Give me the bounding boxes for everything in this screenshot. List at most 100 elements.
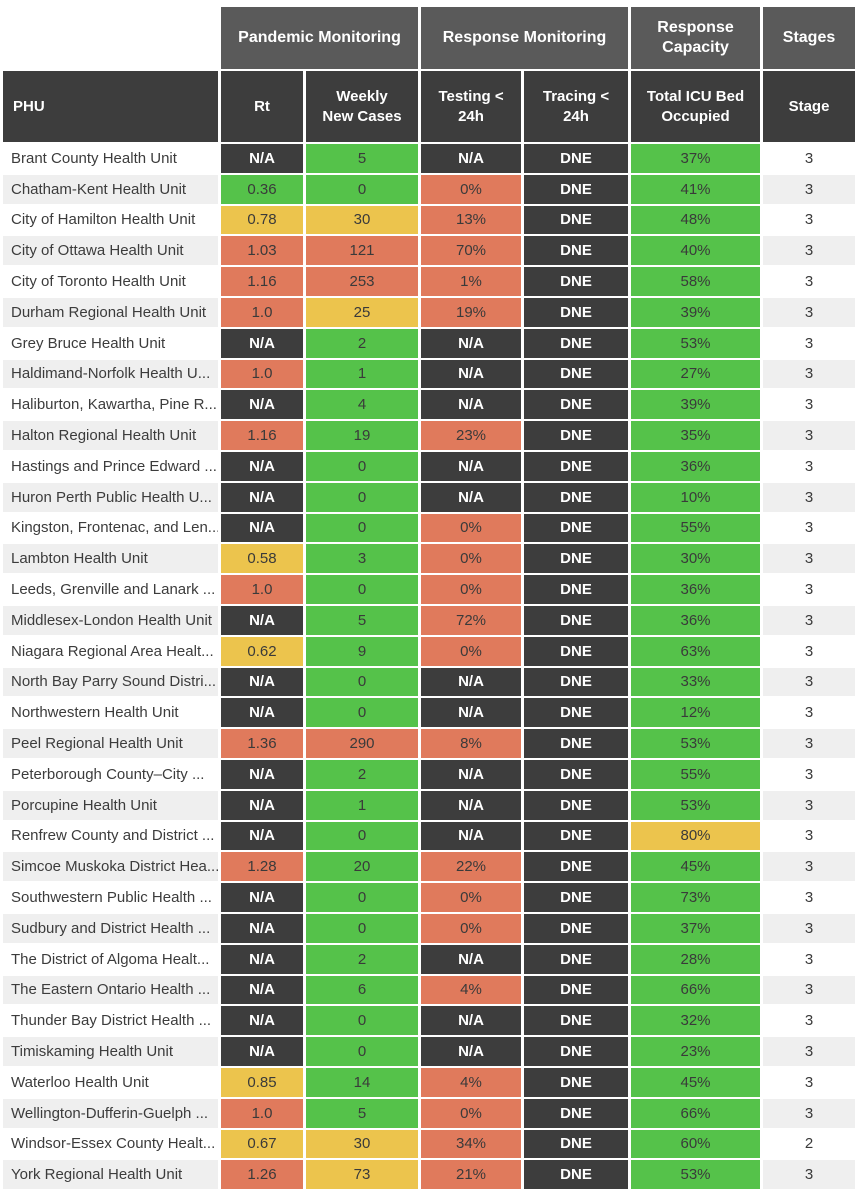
tracing-24h-cell: DNE [524, 205, 629, 235]
phu-name-cell: Halton Regional Health Unit [3, 421, 218, 450]
tracing-24h-cell: DNE [524, 482, 629, 512]
stage-cell: 3 [763, 790, 856, 820]
table-row: Sudbury and District Health ... N/A 0 0%… [3, 913, 856, 943]
stage-cell: 3 [763, 883, 856, 912]
rt-value-cell: 1.36 [221, 729, 303, 758]
icu-bed-occupied-cell: 53% [631, 729, 761, 758]
testing-24h-cell: 0% [421, 174, 522, 204]
rt-value-cell: 1.0 [221, 359, 303, 389]
stage-cell: 3 [763, 605, 856, 635]
icu-bed-occupied-cell: 73% [631, 883, 761, 912]
weekly-new-cases-cell: 5 [306, 144, 419, 173]
testing-24h-cell: N/A [421, 482, 522, 512]
group-header-pandemic-monitoring: Pandemic Monitoring [221, 7, 419, 69]
tracing-24h-cell: DNE [524, 267, 629, 296]
tracing-24h-cell: DNE [524, 1006, 629, 1036]
column-header-phu: PHU [3, 71, 218, 142]
icu-bed-occupied-cell: 23% [631, 1037, 761, 1066]
icu-bed-occupied-cell: 30% [631, 544, 761, 574]
icu-bed-occupied-cell: 39% [631, 390, 761, 420]
table-row: Brant County Health Unit N/A 5 N/A DNE 3… [3, 144, 856, 173]
phu-name-cell: Durham Regional Health Unit [3, 297, 218, 327]
icu-bed-occupied-cell: 45% [631, 1067, 761, 1097]
table-row: City of Toronto Health Unit 1.16 253 1% … [3, 267, 856, 296]
stage-cell: 3 [763, 544, 856, 574]
icu-bed-occupied-cell: 60% [631, 1129, 761, 1159]
stage-cell: 3 [763, 698, 856, 728]
table-row: Huron Perth Public Health U... N/A 0 N/A… [3, 482, 856, 512]
testing-24h-cell: 23% [421, 421, 522, 450]
stage-cell: 3 [763, 513, 856, 543]
rt-value-cell: N/A [221, 1006, 303, 1036]
table-row: Grey Bruce Health Unit N/A 2 N/A DNE 53%… [3, 328, 856, 358]
group-header-stages: Stages [763, 7, 856, 69]
phu-name-cell: Southwestern Public Health ... [3, 883, 218, 912]
table-row: City of Ottawa Health Unit 1.03 121 70% … [3, 236, 856, 266]
testing-24h-cell: 4% [421, 1067, 522, 1097]
icu-bed-occupied-cell: 39% [631, 297, 761, 327]
stage-cell: 3 [763, 174, 856, 204]
phu-name-cell: Timiskaming Health Unit [3, 1037, 218, 1066]
tracing-24h-cell: DNE [524, 1037, 629, 1066]
weekly-new-cases-cell: 0 [306, 667, 419, 697]
testing-24h-cell: N/A [421, 451, 522, 481]
icu-bed-occupied-cell: 37% [631, 913, 761, 943]
phu-monitoring-table: Pandemic Monitoring Response Monitoring … [0, 5, 858, 1191]
stage-cell: 3 [763, 944, 856, 974]
rt-value-cell: N/A [221, 482, 303, 512]
table-row: Niagara Regional Area Healt... 0.62 9 0%… [3, 636, 856, 666]
stage-cell: 3 [763, 1098, 856, 1128]
icu-bed-occupied-cell: 55% [631, 759, 761, 789]
testing-24h-cell: 0% [421, 575, 522, 604]
column-header-rt: Rt [221, 71, 303, 142]
phu-name-cell: The Eastern Ontario Health ... [3, 975, 218, 1005]
rt-value-cell: 1.16 [221, 267, 303, 296]
rt-value-cell: N/A [221, 513, 303, 543]
icu-bed-occupied-cell: 80% [631, 821, 761, 851]
column-header-weekly-new-cases: Weekly New Cases [306, 71, 419, 142]
phu-name-cell: Porcupine Health Unit [3, 790, 218, 820]
rt-value-cell: 1.0 [221, 1098, 303, 1128]
table-row: Simcoe Muskoka District Hea... 1.28 20 2… [3, 852, 856, 882]
rt-value-cell: 0.67 [221, 1129, 303, 1159]
weekly-new-cases-cell: 9 [306, 636, 419, 666]
stage-cell: 3 [763, 1037, 856, 1066]
table-row: Durham Regional Health Unit 1.0 25 19% D… [3, 297, 856, 327]
stage-cell: 3 [763, 359, 856, 389]
testing-24h-cell: N/A [421, 759, 522, 789]
rt-value-cell: 0.58 [221, 544, 303, 574]
testing-24h-cell: N/A [421, 821, 522, 851]
icu-bed-occupied-cell: 48% [631, 205, 761, 235]
testing-24h-cell: N/A [421, 390, 522, 420]
phu-name-cell: Waterloo Health Unit [3, 1067, 218, 1097]
stage-cell: 3 [763, 1006, 856, 1036]
weekly-new-cases-cell: 30 [306, 1129, 419, 1159]
testing-24h-cell: 0% [421, 883, 522, 912]
rt-value-cell: N/A [221, 698, 303, 728]
icu-bed-occupied-cell: 10% [631, 482, 761, 512]
tracing-24h-cell: DNE [524, 913, 629, 943]
stage-cell: 3 [763, 1160, 856, 1190]
icu-bed-occupied-cell: 41% [631, 174, 761, 204]
weekly-new-cases-cell: 2 [306, 944, 419, 974]
rt-value-cell: N/A [221, 883, 303, 912]
weekly-new-cases-cell: 5 [306, 1098, 419, 1128]
table-row: Chatham-Kent Health Unit 0.36 0 0% DNE 4… [3, 174, 856, 204]
column-header-tracing-24h: Tracing < 24h [524, 71, 629, 142]
weekly-new-cases-cell: 73 [306, 1160, 419, 1190]
testing-24h-cell: 0% [421, 636, 522, 666]
stage-cell: 3 [763, 236, 856, 266]
stage-cell: 3 [763, 421, 856, 450]
testing-24h-cell: N/A [421, 1037, 522, 1066]
phu-name-cell: Huron Perth Public Health U... [3, 482, 218, 512]
tracing-24h-cell: DNE [524, 236, 629, 266]
stage-cell: 3 [763, 913, 856, 943]
testing-24h-cell: 34% [421, 1129, 522, 1159]
tracing-24h-cell: DNE [524, 451, 629, 481]
table-row: Haliburton, Kawartha, Pine R... N/A 4 N/… [3, 390, 856, 420]
table-row: York Regional Health Unit 1.26 73 21% DN… [3, 1160, 856, 1190]
rt-value-cell: N/A [221, 390, 303, 420]
weekly-new-cases-cell: 0 [306, 1037, 419, 1066]
rt-value-cell: N/A [221, 1037, 303, 1066]
